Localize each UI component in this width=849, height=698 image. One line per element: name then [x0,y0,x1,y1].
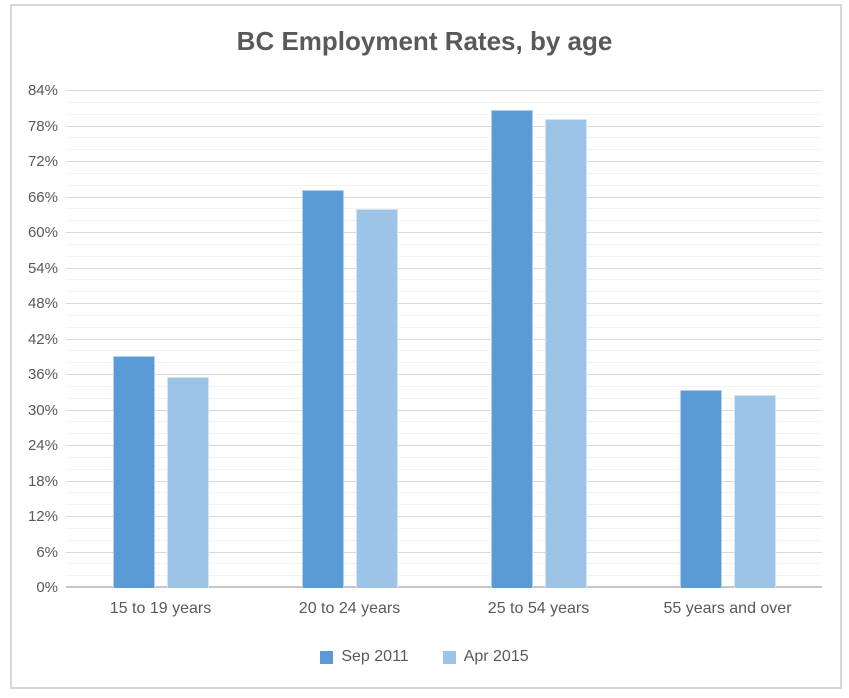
bar-group-55-years-and-over [633,91,822,588]
legend-item-sep-2011: Sep 2011 [320,648,409,666]
minor-gridline [66,101,822,103]
bar-sep-2011-15-to-19-years [112,356,155,588]
minor-gridline [66,137,822,139]
bar-apr-2015-55-years-and-over [733,395,776,588]
y-tick-label: 78% [27,117,58,135]
legend-swatch-icon [320,650,334,664]
minor-gridline [66,255,822,257]
y-tick-label: 12% [27,508,58,525]
bar-group-25-to-54-years [444,91,633,588]
bar-sep-2011-20-to-24-years [301,190,344,588]
minor-gridline [66,468,822,470]
minor-gridline [66,113,822,115]
legend-label: Sep 2011 [341,648,409,665]
minor-gridline [66,362,822,364]
y-tick-label: 54% [27,259,58,277]
y-tick-label: 66% [27,188,58,206]
minor-gridline [66,291,822,293]
x-tick-label-55-years-and-over: 55 years and over [663,600,792,617]
minor-gridline [66,172,822,174]
y-tick-label: 18% [27,472,58,490]
minor-gridline [66,527,822,529]
major-gridline [66,161,822,162]
x-tick-label-15-to-19-years: 15 to 19 years [109,600,212,617]
chart-title: BC Employment Rates, by age [236,26,613,56]
bar-apr-2015-15-to-19-years [166,376,209,588]
major-gridline [66,445,822,446]
y-axis: 84% 78% 72% 66% 60% 54% 48% 42% 36% 30% 24% 18% 12% 6… [0,82,58,596]
plot-area [66,90,822,588]
y-tick-label: 48% [27,295,58,312]
legend-item-apr-2015: Apr 2015 [442,648,529,666]
y-tick-label: 24% [27,437,58,454]
minor-gridline [66,220,822,222]
minor-gridline [66,314,822,316]
minor-gridline [66,397,822,399]
minor-gridline [66,433,822,435]
y-tick-label: 0% [36,579,58,596]
bar-group-20-to-24-years [255,91,444,588]
minor-gridline [66,539,822,541]
major-gridline [66,232,822,233]
major-gridline [66,303,822,304]
legend-label: Apr 2015 [463,648,529,665]
minor-gridline [66,184,822,186]
major-gridline [66,125,822,127]
legend: Sep 2011 Apr 2015 [0,648,849,666]
bar-sep-2011-55-years-and-over [679,389,722,588]
x-tick-label-20-to-24-years: 20 to 24 years [298,600,401,617]
minor-gridline [66,385,822,387]
major-gridline [66,480,822,482]
minor-gridline [66,421,822,423]
major-gridline [66,516,822,517]
major-gridline [66,267,822,269]
minor-gridline [66,575,822,577]
y-tick-label: 36% [27,366,58,383]
y-tick-label: 72% [27,153,58,170]
axis-baseline [66,586,822,588]
major-gridline [66,374,822,375]
minor-gridline [66,279,822,281]
legend-swatch-icon [442,650,456,664]
minor-gridline [66,208,822,210]
y-tick-label: 60% [27,224,58,241]
bar-apr-2015-20-to-24-years [355,209,398,588]
minor-gridline [66,149,822,151]
bar-group-15-to-19-years [66,91,255,588]
major-gridline [66,338,822,340]
bar-apr-2015-25-to-54-years [544,118,587,588]
minor-gridline [66,456,822,458]
minor-gridline [66,563,822,565]
y-tick-label: 42% [27,330,58,348]
bar-sep-2011-25-to-54-years [490,109,533,588]
x-tick-label-25-to-54-years: 25 to 54 years [487,600,590,617]
major-gridline [66,196,822,198]
minor-gridline [66,350,822,352]
y-tick-label: 30% [27,401,58,419]
y-tick-label: 84% [27,82,58,99]
y-tick-label: 6% [36,543,58,561]
major-gridline [66,551,822,553]
x-axis: 15 to 19 years 20 to 24 years 25 to 54 yea… [66,600,822,624]
minor-gridline [66,504,822,506]
minor-gridline [66,492,822,494]
major-gridline [66,90,822,91]
minor-gridline [66,243,822,245]
major-gridline [66,409,822,411]
minor-gridline [66,326,822,328]
